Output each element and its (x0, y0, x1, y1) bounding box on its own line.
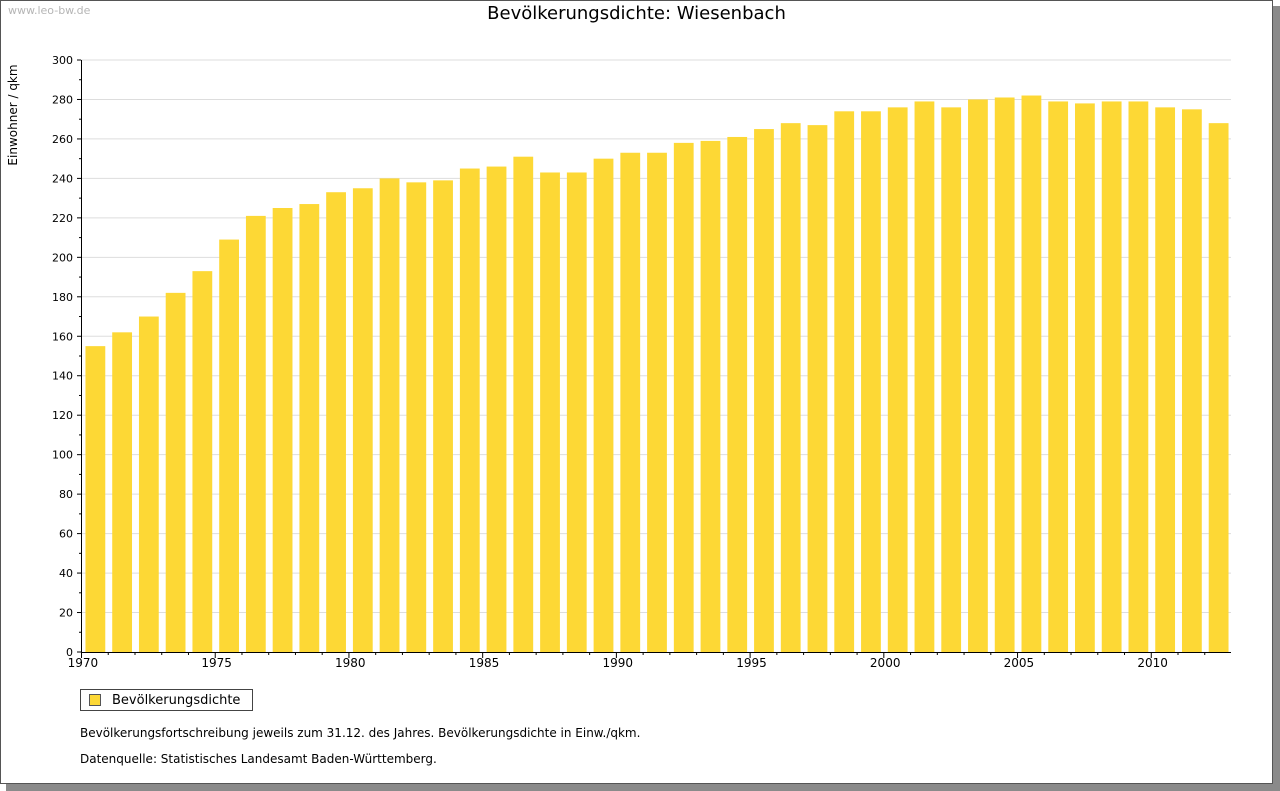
x-tick-label: 1970 (68, 656, 99, 670)
bars (85, 95, 1229, 653)
bar-1977 (272, 208, 293, 652)
bar-2012 (1208, 123, 1229, 652)
x-tick-label: 2000 (870, 656, 901, 670)
bar-1972 (138, 316, 159, 652)
legend-label: Bevölkerungsdichte (112, 692, 241, 708)
bar-2001 (914, 101, 935, 652)
bar-1978 (299, 204, 320, 652)
y-axis-ticks: 0 20 40 60 80 100 120 140 160 180 200 220 240 260 280 3… (52, 54, 81, 659)
bar-1986 (513, 156, 534, 652)
y-tick-label: 20 (59, 607, 73, 620)
bar-1997 (807, 125, 828, 653)
bar-1987 (540, 172, 560, 653)
legend-swatch (89, 694, 101, 706)
y-tick-label: 120 (52, 409, 73, 422)
bar-1982 (406, 182, 427, 652)
bar-1985 (486, 166, 507, 652)
y-tick-label: 140 (52, 370, 73, 383)
x-tick-label: 2005 (1004, 656, 1035, 670)
y-tick-label: 60 (59, 528, 73, 541)
bar-2004 (994, 97, 1015, 652)
bar-1983 (433, 180, 453, 652)
bar-1973 (165, 292, 186, 652)
bar-2009 (1128, 101, 1149, 652)
bar-1992 (673, 142, 694, 652)
chart-title: Bevölkerungsdichte: Wiesenbach (487, 3, 786, 24)
bar-2007 (1075, 103, 1095, 652)
bar-1990 (620, 152, 641, 652)
bar-2005 (1021, 95, 1042, 652)
bar-1970 (85, 346, 106, 652)
y-tick-label: 160 (52, 330, 73, 343)
x-tick-label: 2010 (1137, 656, 1168, 670)
bar-1996 (780, 123, 801, 652)
bar-1988 (566, 172, 587, 653)
y-tick-label: 240 (52, 172, 73, 185)
y-tick-label: 300 (52, 54, 73, 67)
y-tick-label: 40 (59, 567, 73, 580)
bar-2008 (1101, 101, 1122, 652)
bar-1975 (219, 239, 239, 652)
bar-1998 (834, 111, 855, 653)
footnote-description: Bevölkerungsfortschreibung jeweils zum 3… (80, 726, 641, 740)
x-tick-label: 1980 (335, 656, 366, 670)
bar-2002 (941, 107, 962, 653)
bar-1979 (326, 192, 346, 653)
bar-1984 (459, 168, 480, 653)
bar-1999 (861, 111, 881, 653)
bar-1995 (754, 129, 774, 653)
bar-1994 (727, 136, 748, 652)
y-tick-label: 280 (52, 93, 73, 106)
x-axis-ticks: 1970 1975 1980 1985 1990 1995 2000 2005 2010 (68, 652, 1206, 670)
bar-1980 (352, 188, 373, 652)
legend: Bevölkerungsdichte (80, 689, 254, 711)
x-tick-label: 1995 (736, 656, 767, 670)
bar-1976 (245, 215, 266, 653)
y-tick-label: 220 (52, 212, 73, 225)
axes (81, 60, 1231, 653)
x-tick-label: 1975 (201, 656, 232, 670)
y-tick-label: 0 (66, 646, 73, 659)
y-tick-label: 200 (52, 251, 73, 264)
bar-1974 (192, 271, 213, 652)
bar-1993 (700, 140, 721, 652)
y-axis-label: Einwohner / qkm (6, 64, 20, 165)
y-tick-label: 260 (52, 133, 73, 146)
bar-2010 (1155, 107, 1176, 653)
x-tick-label: 1985 (469, 656, 500, 670)
bar-1981 (379, 178, 400, 652)
y-tick-label: 80 (59, 488, 73, 501)
y-tick-label: 180 (52, 291, 73, 304)
bar-1989 (593, 158, 614, 652)
watermark: www.leo-bw.de (8, 4, 91, 17)
x-tick-label: 1990 (602, 656, 633, 670)
bar-1991 (647, 152, 667, 652)
footnote-source: Datenquelle: Statistisches Landesamt Bad… (80, 752, 437, 766)
bar-2011 (1181, 109, 1202, 653)
y-tick-label: 100 (52, 449, 73, 462)
bar-2006 (1048, 101, 1069, 652)
bar-2003 (968, 99, 988, 652)
bar-2000 (887, 107, 908, 653)
bar-1971 (112, 332, 133, 652)
